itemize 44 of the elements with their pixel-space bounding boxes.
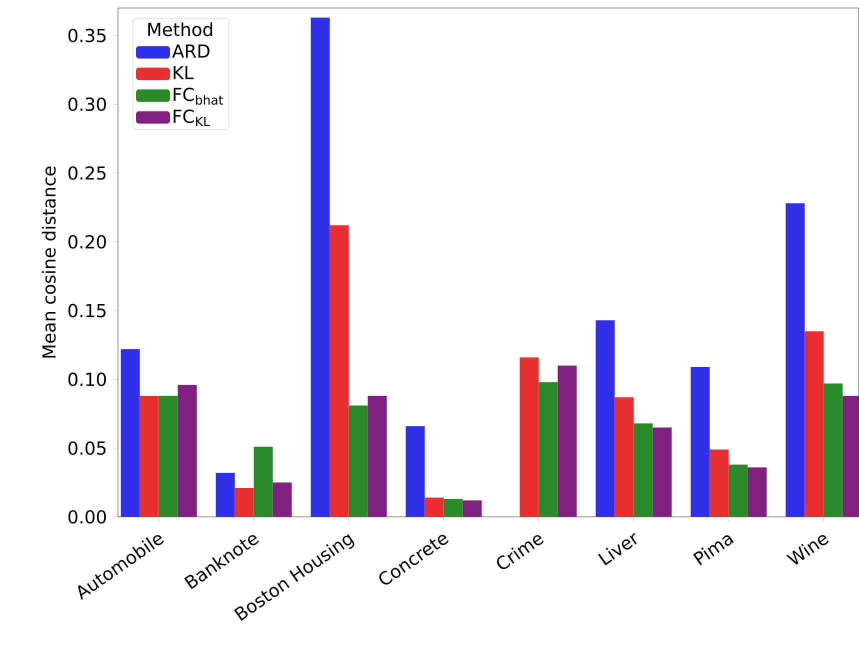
y-tick-label: 0.25 [68, 166, 106, 180]
legend-title: Method [148, 22, 212, 36]
bar [216, 472, 235, 517]
y-axis-title: Mean cosine distance [42, 166, 56, 358]
y-tick-label: 0.35 [68, 28, 106, 42]
bar [710, 450, 729, 517]
y-tick-label: 0.00 [68, 510, 106, 524]
bar [158, 396, 178, 517]
bar [140, 396, 159, 517]
bar [310, 18, 330, 517]
bar [538, 382, 558, 517]
legend-label: FC$_{KL}$ [174, 110, 210, 126]
bar [786, 203, 805, 517]
y-tick-label: 0.10 [68, 372, 106, 386]
legend-label: KL [174, 66, 194, 80]
bar [804, 331, 824, 517]
bar [348, 406, 368, 517]
bar [652, 428, 672, 517]
bar [690, 367, 710, 517]
bar [254, 446, 273, 517]
x-tick-label: Wine [786, 535, 829, 565]
bar [368, 396, 387, 517]
legend-label: ARD [172, 44, 210, 58]
y-tick-label: 0.15 [68, 304, 106, 318]
bar [748, 467, 767, 517]
y-tick-label: 0.05 [68, 441, 106, 455]
y-tick-label: 0.30 [68, 98, 106, 112]
bar [178, 384, 197, 517]
bar [614, 397, 634, 517]
bar [234, 488, 254, 517]
bar [634, 423, 653, 517]
bar [120, 349, 140, 517]
bar [558, 366, 577, 517]
bar [444, 499, 463, 517]
bar [406, 426, 425, 517]
bar [462, 500, 482, 517]
bar [596, 320, 615, 517]
bar [424, 498, 444, 517]
bar [520, 357, 539, 517]
bar [728, 464, 748, 517]
bar [330, 225, 349, 517]
y-tick-label: 0.20 [68, 235, 106, 249]
legend-label: FC$_{bhat}$ [174, 88, 224, 105]
bar [272, 482, 292, 517]
